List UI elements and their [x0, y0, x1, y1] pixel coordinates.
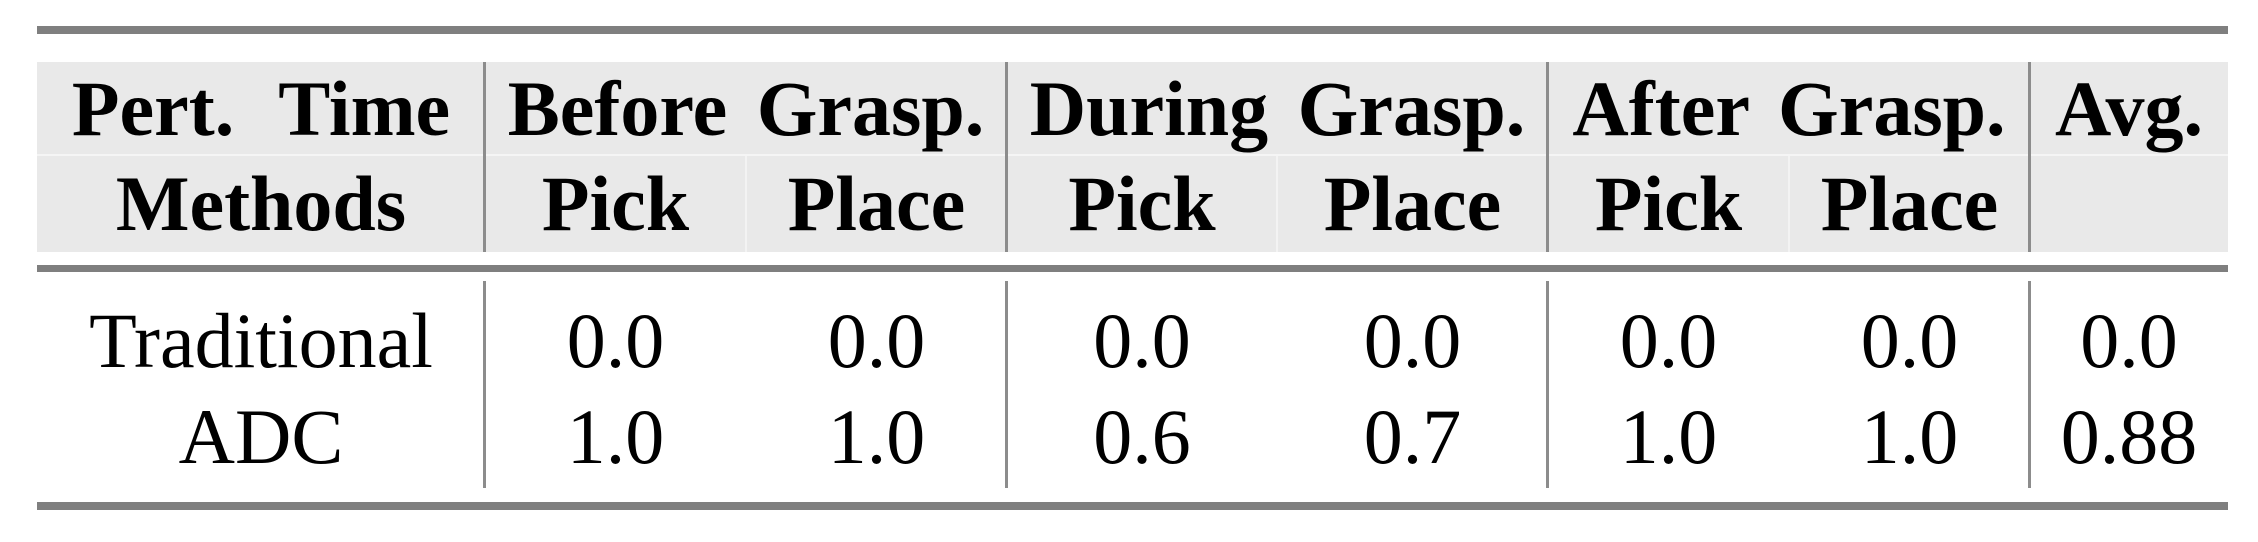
column-divider	[483, 281, 486, 488]
subheader-place-during: Place	[1323, 159, 1502, 247]
subheader-place-before: Place	[787, 159, 966, 247]
value-cell: 0.7	[1363, 393, 1462, 480]
column-divider	[1546, 62, 1549, 252]
header-pert-time: Pert. Time	[71, 64, 451, 152]
subheader-pick-after: Pick	[1594, 159, 1743, 247]
results-table: Pert. Time Before Grasp. During Grasp. A…	[37, 0, 2228, 542]
header-during-grasp: During Grasp.	[1029, 64, 1526, 152]
subheader-place-after: Place	[1820, 159, 1999, 247]
value-cell: 0.6	[1093, 393, 1191, 480]
column-divider	[483, 62, 486, 252]
value-cell: 0.0	[1619, 297, 1718, 384]
header-methods: Methods	[115, 159, 407, 247]
header-before-grasp: Before Grasp.	[507, 64, 985, 152]
header-after-grasp: After Grasp.	[1572, 64, 2006, 152]
value-cell: 1.0	[1860, 393, 1959, 480]
mid-rule	[37, 265, 2228, 272]
table-header: Pert. Time Before Grasp. During Grasp. A…	[37, 62, 2228, 252]
value-cell: 0.0	[566, 297, 665, 384]
value-cell: 0.0	[1363, 297, 1462, 384]
subheader-pick-before: Pick	[541, 159, 690, 247]
value-cell-avg: 0.88	[2060, 393, 2198, 480]
header-row-seam	[37, 154, 2228, 156]
subheader-avg-empty	[2030, 155, 2228, 252]
value-cell: 0.0	[1093, 297, 1191, 384]
bottom-rule	[37, 502, 2228, 510]
value-cell: 0.0	[1860, 297, 1959, 384]
method-cell-adc: ADC	[178, 393, 344, 480]
subcolumn-seam	[745, 156, 747, 252]
value-cell: 1.0	[566, 393, 665, 480]
subcolumn-seam	[1276, 156, 1278, 252]
value-cell: 1.0	[1619, 393, 1718, 480]
subcolumn-seam	[1788, 156, 1790, 252]
column-divider	[1005, 62, 1008, 252]
column-divider	[1005, 281, 1008, 488]
value-cell: 1.0	[827, 393, 926, 480]
top-rule	[37, 26, 2228, 34]
subheader-pick-during: Pick	[1068, 159, 1216, 247]
table-body: Traditional 0.0 0.0 0.0 0.0 0.0 0.0 0.0 …	[37, 293, 2228, 485]
column-divider	[2028, 62, 2031, 252]
header-avg: Avg.	[2054, 64, 2204, 152]
value-cell-avg: 0.0	[2080, 297, 2178, 384]
column-divider	[2028, 281, 2031, 488]
value-cell: 0.0	[827, 297, 926, 384]
method-cell-traditional: Traditional	[89, 297, 433, 384]
column-divider	[1546, 281, 1549, 488]
